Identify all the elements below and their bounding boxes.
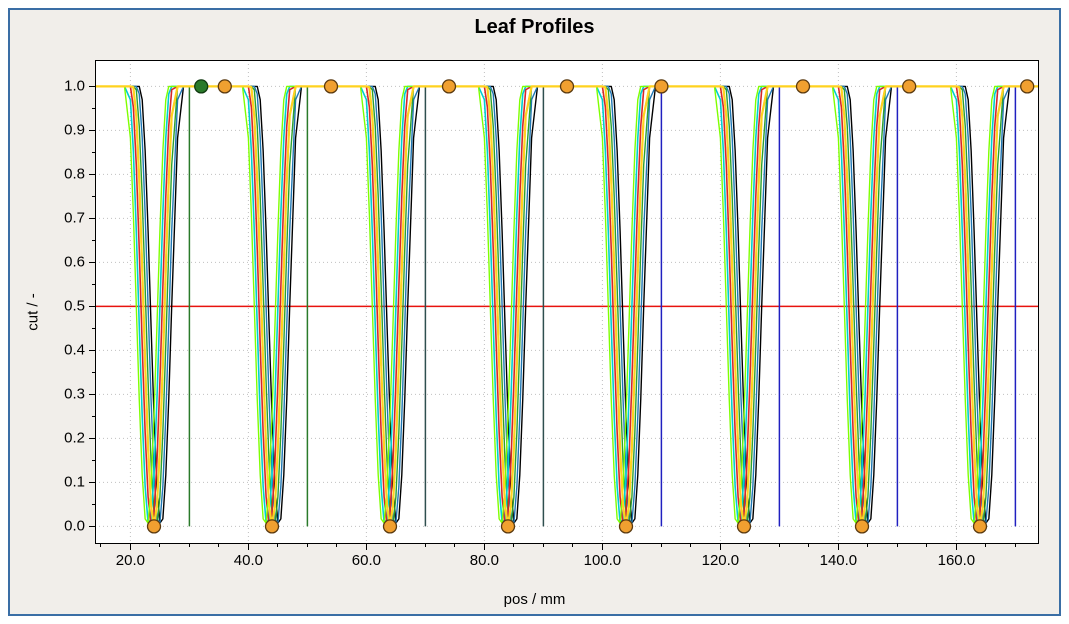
chart-title: Leaf Profiles xyxy=(10,16,1059,39)
y-tick-label: 1.0 xyxy=(35,78,85,95)
x-tick-label: 160.0 xyxy=(938,552,976,569)
chart-panel: Leaf Profiles cut / - pos / mm 20.040.06… xyxy=(8,8,1061,616)
x-tick-label: 80.0 xyxy=(470,552,499,569)
y-tick-label: 0.9 xyxy=(35,122,85,139)
y-tick-label: 0.1 xyxy=(35,474,85,491)
y-tick-label: 0.7 xyxy=(35,210,85,227)
y-tick-label: 0.6 xyxy=(35,254,85,271)
y-tick-label: 0.8 xyxy=(35,166,85,183)
x-tick-label: 20.0 xyxy=(116,552,145,569)
plot-area[interactable]: 20.040.060.080.0100.0120.0140.0160.00.00… xyxy=(95,60,1039,544)
x-tick-label: 60.0 xyxy=(352,552,381,569)
y-tick-label: 0.3 xyxy=(35,386,85,403)
x-tick-label: 40.0 xyxy=(234,552,263,569)
x-tick-label: 100.0 xyxy=(584,552,622,569)
y-tick-label: 0.0 xyxy=(35,518,85,535)
y-tick-label: 0.4 xyxy=(35,342,85,359)
y-tick-label: 0.2 xyxy=(35,430,85,447)
y-tick-label: 0.5 xyxy=(35,298,85,315)
x-tick-label: 120.0 xyxy=(702,552,740,569)
x-tick-label: 140.0 xyxy=(820,552,858,569)
x-axis-label: pos / mm xyxy=(10,591,1059,608)
chart-svg xyxy=(95,60,1039,544)
